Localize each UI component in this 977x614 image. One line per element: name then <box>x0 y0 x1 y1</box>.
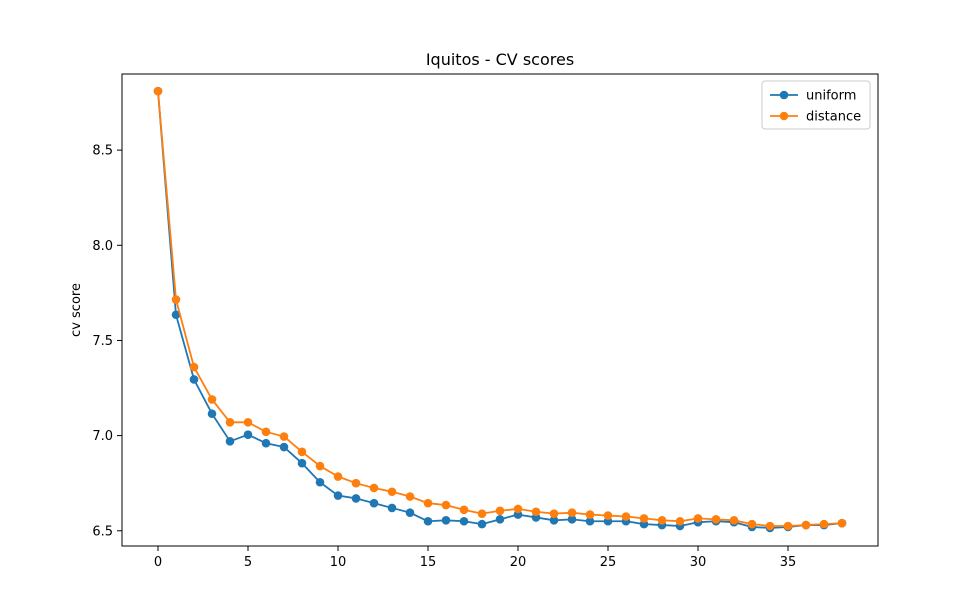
data-point-distance-2 <box>189 362 199 372</box>
x-tick-label-20: 20 <box>510 555 527 570</box>
data-point-distance-29 <box>675 516 685 526</box>
legend-label-uniform: uniform <box>806 89 856 104</box>
data-point-uniform-12 <box>369 498 379 508</box>
data-point-distance-15 <box>423 498 433 508</box>
data-point-distance-23 <box>567 508 577 517</box>
data-point-distance-4 <box>225 417 235 427</box>
data-point-distance-30 <box>693 514 703 523</box>
data-point-uniform-6 <box>261 438 271 448</box>
data-point-uniform-9 <box>315 477 325 487</box>
data-point-uniform-15 <box>423 516 433 526</box>
data-point-uniform-8 <box>297 458 307 468</box>
legend-marker-uniform <box>779 90 789 100</box>
x-tick-label-30: 30 <box>690 555 707 570</box>
x-tick-label-0: 0 <box>154 555 162 570</box>
legend-entry-uniform: uniform <box>770 89 856 104</box>
legend: uniform distance <box>761 80 871 130</box>
data-point-distance-22 <box>549 509 559 518</box>
y-tick-label-8: 8.0 <box>92 239 113 254</box>
data-point-distance-8 <box>297 447 307 457</box>
data-point-distance-35 <box>783 521 793 531</box>
series-layer <box>153 86 847 533</box>
data-point-distance-37 <box>819 519 829 529</box>
legend-marker-distance <box>779 111 789 121</box>
x-tick-label-10: 10 <box>330 555 347 570</box>
data-point-uniform-13 <box>387 503 397 513</box>
data-point-distance-28 <box>657 516 667 525</box>
y-axis-label: cv score <box>69 283 84 337</box>
data-point-distance-27 <box>639 514 649 523</box>
data-point-uniform-16 <box>441 516 451 525</box>
x-tick-label-15: 15 <box>420 555 437 570</box>
data-point-distance-3 <box>207 395 217 404</box>
y-tick-label-8.5: 8.5 <box>92 144 113 159</box>
data-point-uniform-18 <box>477 519 487 529</box>
data-point-distance-34 <box>765 521 775 531</box>
data-point-distance-0 <box>153 86 163 96</box>
y-tick-label-6.5: 6.5 <box>92 524 113 539</box>
data-point-distance-26 <box>621 512 631 521</box>
data-point-distance-14 <box>405 492 415 501</box>
data-point-distance-16 <box>441 500 451 510</box>
data-point-uniform-1 <box>171 310 181 320</box>
plot-frame <box>121 73 879 547</box>
legend-box <box>761 80 871 130</box>
x-tick-label-35: 35 <box>780 555 797 570</box>
data-point-uniform-4 <box>225 437 235 446</box>
series-distance <box>153 86 847 531</box>
data-point-distance-11 <box>351 478 361 488</box>
data-point-uniform-24 <box>585 516 595 526</box>
data-point-distance-24 <box>585 510 595 519</box>
data-point-distance-20 <box>513 504 523 514</box>
data-point-distance-25 <box>603 511 613 520</box>
data-point-uniform-2 <box>189 375 199 384</box>
data-point-uniform-5 <box>243 430 253 439</box>
data-point-distance-21 <box>531 507 541 517</box>
data-point-distance-31 <box>711 515 721 524</box>
data-point-uniform-3 <box>207 409 217 419</box>
data-point-distance-5 <box>243 417 253 427</box>
data-point-distance-32 <box>729 516 739 525</box>
y-tick-label-7.5: 7.5 <box>92 334 113 349</box>
data-point-distance-18 <box>477 509 487 518</box>
x-tick-label-5: 5 <box>244 555 252 570</box>
axes-layer: 0 5 10 15 20 25 30 35 6.5 7.0 7.5 8.0 8.5 <box>92 73 879 570</box>
data-point-distance-9 <box>315 461 325 471</box>
data-point-distance-7 <box>279 432 289 441</box>
data-point-uniform-17 <box>459 516 469 526</box>
data-point-distance-12 <box>369 483 379 493</box>
chart-title: Iquitos - CV scores <box>426 50 574 69</box>
data-point-uniform-10 <box>333 491 343 500</box>
data-point-distance-17 <box>459 505 469 515</box>
data-point-uniform-14 <box>405 508 415 517</box>
data-point-distance-10 <box>333 472 343 481</box>
data-point-uniform-22 <box>549 516 559 525</box>
data-point-distance-6 <box>261 427 271 437</box>
y-tick-label-7: 7.0 <box>92 429 113 444</box>
data-point-distance-33 <box>747 519 757 529</box>
legend-entry-distance: distance <box>770 110 861 125</box>
data-point-uniform-7 <box>279 442 289 452</box>
x-tick-label-25: 25 <box>600 555 617 570</box>
data-point-distance-1 <box>171 295 181 304</box>
data-point-uniform-19 <box>495 515 505 524</box>
data-point-uniform-23 <box>567 515 577 524</box>
data-point-distance-13 <box>387 487 397 497</box>
data-point-distance-19 <box>495 506 505 516</box>
data-point-distance-36 <box>801 520 811 530</box>
data-point-uniform-11 <box>351 494 361 503</box>
data-point-distance-38 <box>837 518 847 528</box>
legend-label-distance: distance <box>806 110 861 125</box>
